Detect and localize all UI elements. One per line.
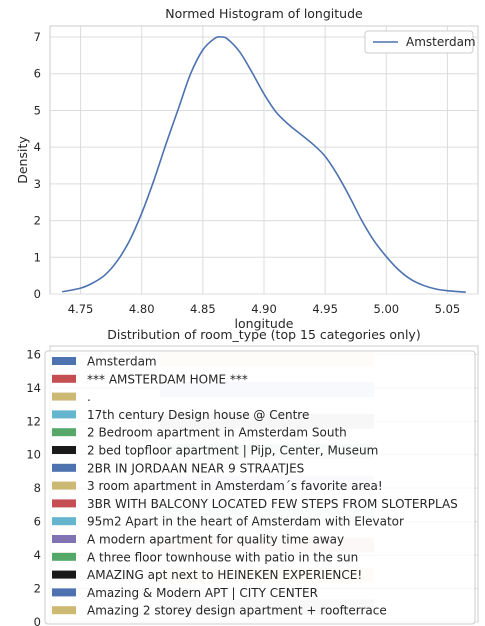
density-y-tick-label: 1 xyxy=(34,250,41,264)
legend-swatch xyxy=(52,588,76,597)
density-x-tick-label: 4.90 xyxy=(251,302,277,316)
room-type-y-tick-label: 6 xyxy=(34,515,41,529)
legend-swatch xyxy=(52,410,76,419)
legend-swatch xyxy=(52,499,76,508)
density-x-ticks: 4.75 4.80 4.85 4.90 4.95 5.00 5.05 xyxy=(68,302,460,316)
legend-label: Amazing 2 storey design apartment + roof… xyxy=(87,604,387,618)
legend-swatch xyxy=(52,357,76,365)
density-y-tick-label: 7 xyxy=(34,30,41,44)
legend-label: Amsterdam xyxy=(87,355,157,369)
legend-label: 2 Bedroom apartment in Amsterdam South xyxy=(87,426,347,440)
legend-swatch xyxy=(52,392,76,401)
legend-swatch xyxy=(52,552,76,561)
density-x-tick-label: 4.85 xyxy=(190,302,216,316)
density-gridlines xyxy=(50,26,478,295)
room-type-y-ticks: 0 2 4 6 8 10 12 14 16 xyxy=(26,347,41,626)
legend-swatch xyxy=(52,570,76,579)
legend-label: 3 room apartment in Amsterdam´s favorite… xyxy=(87,479,383,493)
legend-label: 95m2 Apart in the heart of Amsterdam wit… xyxy=(87,515,404,529)
density-y-tick-label: 5 xyxy=(34,103,41,117)
legend-label: 17th century Design house @ Centre xyxy=(87,408,309,422)
legend-label: Amazing & Modern APT | CITY CENTER xyxy=(87,586,318,600)
density-x-axis-label: longitude xyxy=(235,316,294,331)
room-type-y-tick-label: 4 xyxy=(34,548,41,562)
room-type-chart-title: Distribution of room_type (top 15 catego… xyxy=(107,327,420,342)
room-type-legend: Amsterdam *** AMSTERDAM HOME ***. 17th cen… xyxy=(44,350,476,625)
density-x-tick-label: 5.00 xyxy=(373,302,399,316)
legend-label: 3BR WITH BALCONY LOCATED FEW STEPS FROM … xyxy=(87,497,458,511)
density-y-axis-label: Density xyxy=(15,136,30,184)
legend-swatch xyxy=(52,374,76,383)
room-type-y-tick-label: 14 xyxy=(26,381,41,395)
legend-swatch xyxy=(52,446,76,454)
legend-label: AMAZING apt next to HEINEKEN EXPERIENCE! xyxy=(87,568,362,582)
room-type-y-tick-label: 10 xyxy=(26,448,41,462)
density-chart-title: Normed Histogram of longitude xyxy=(165,6,363,21)
legend-label: 2 bed topfloor apartment | Pijp, Center,… xyxy=(87,444,378,458)
legend-label: *** AMSTERDAM HOME *** xyxy=(87,372,248,386)
density-y-ticks: 0 1 2 3 4 5 6 7 xyxy=(34,30,41,301)
legend-label: . xyxy=(87,390,91,404)
density-x-tick-label: 4.95 xyxy=(312,302,338,316)
room-type-legend-box xyxy=(44,350,476,625)
density-legend: Amsterdam xyxy=(364,30,476,54)
legend-label-amsterdam: Amsterdam xyxy=(406,35,476,49)
room-type-y-tick-label: 12 xyxy=(26,414,41,428)
legend-label: A modern apartment for quality time away xyxy=(87,533,344,547)
legend-swatch xyxy=(52,463,76,472)
density-x-tick-label: 4.75 xyxy=(68,302,94,316)
legend-label: A three floor townhouse with patio in th… xyxy=(87,550,358,564)
density-chart: 0 1 2 3 4 5 6 7 4.75 4.80 4.85 4.90 4.95 5.00 5.05 No… xyxy=(15,6,479,331)
density-y-tick-label: 3 xyxy=(34,177,41,191)
room-type-y-tick-label: 8 xyxy=(34,481,41,495)
density-legend-box xyxy=(364,30,474,54)
legend-swatch xyxy=(52,535,76,543)
room-type-chart: Distribution of room_type (top 15 catego… xyxy=(26,327,479,626)
density-x-tick-label: 4.80 xyxy=(129,302,155,316)
legend-swatch xyxy=(52,481,76,490)
room-type-y-tick-label: 16 xyxy=(26,347,41,361)
density-y-tick-label: 2 xyxy=(34,214,41,228)
legend-swatch xyxy=(52,606,76,615)
legend-swatch xyxy=(52,517,76,526)
room-type-y-tick-label: 2 xyxy=(34,582,41,596)
density-y-tick-label: 4 xyxy=(34,140,41,154)
density-y-tick-label: 6 xyxy=(34,67,41,81)
legend-label: 2BR IN JORDAAN NEAR 9 STRAATJES xyxy=(87,461,304,475)
room-type-y-tick-label: 0 xyxy=(34,615,41,626)
density-x-tick-label: 5.05 xyxy=(435,302,461,316)
series-line-amsterdam xyxy=(62,35,466,293)
legend-swatch xyxy=(52,428,76,437)
density-y-tick-label: 0 xyxy=(34,287,41,301)
